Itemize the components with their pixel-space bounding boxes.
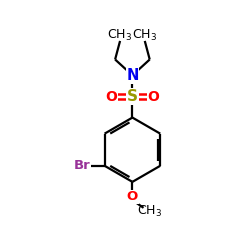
Text: O: O [127, 190, 138, 203]
Text: O: O [148, 90, 159, 104]
Text: CH$_3$: CH$_3$ [108, 28, 132, 43]
Text: Br: Br [74, 159, 91, 172]
Text: N: N [126, 68, 138, 83]
Text: S: S [127, 89, 138, 104]
Text: CH$_3$: CH$_3$ [137, 204, 162, 219]
Text: CH$_3$: CH$_3$ [132, 28, 157, 43]
Text: O: O [106, 90, 117, 104]
